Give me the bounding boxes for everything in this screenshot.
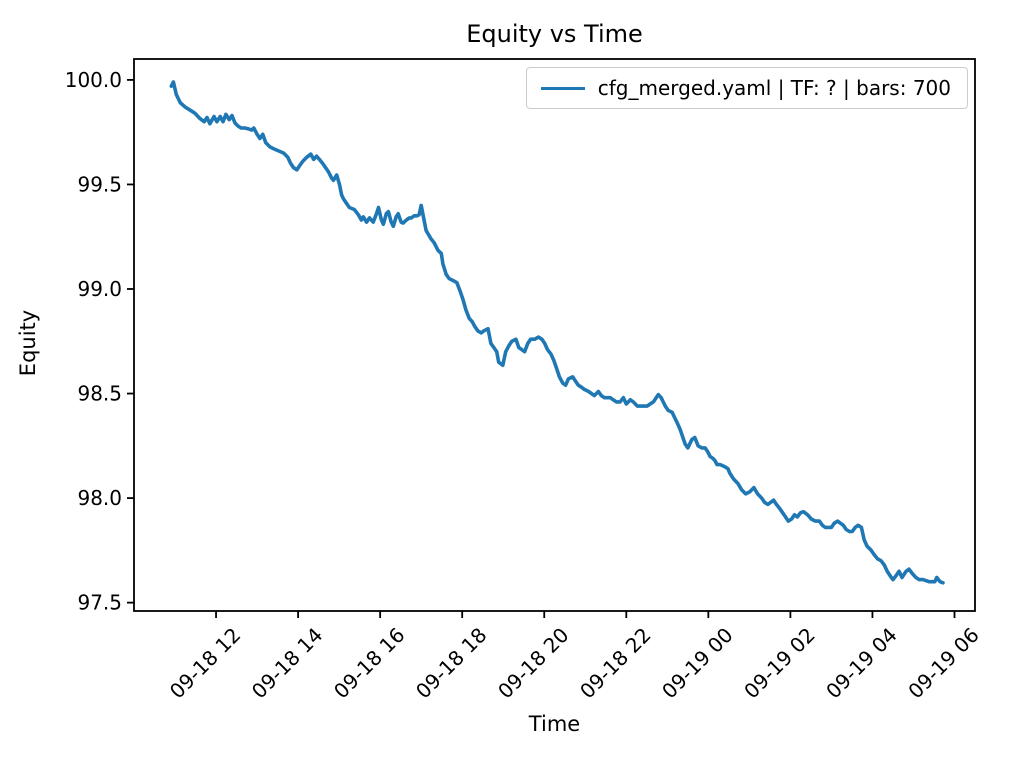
legend-line-sample bbox=[540, 86, 585, 90]
legend: cfg_merged.yaml | TF: ? | bars: 700 bbox=[525, 67, 968, 109]
x-tick-label: 09-18 22 bbox=[575, 623, 656, 704]
x-axis-label: Time bbox=[528, 712, 581, 736]
x-tick-label: 09-19 06 bbox=[903, 623, 984, 704]
x-tick-label: 09-18 20 bbox=[493, 623, 574, 704]
axes-frame bbox=[133, 58, 976, 612]
x-tick-label: 09-18 12 bbox=[165, 623, 246, 704]
y-tick-label: 99.5 bbox=[77, 172, 122, 196]
x-tick-label: 09-19 00 bbox=[657, 623, 738, 704]
legend-label: cfg_merged.yaml | TF: ? | bars: 700 bbox=[597, 76, 951, 100]
x-tick-label: 09-18 16 bbox=[329, 623, 410, 704]
y-tick-label: 97.5 bbox=[77, 591, 122, 615]
x-tick-label: 09-18 14 bbox=[247, 623, 328, 704]
y-tick-label: 98.0 bbox=[77, 486, 122, 510]
x-tick-label: 09-19 04 bbox=[821, 623, 902, 704]
y-tick-label: 99.0 bbox=[77, 277, 122, 301]
x-tick-label: 09-18 18 bbox=[411, 623, 492, 704]
equity-line bbox=[169, 80, 945, 585]
y-axis-label: Equity bbox=[16, 309, 40, 377]
y-tick-label: 100.0 bbox=[65, 68, 122, 92]
chart-title: Equity vs Time bbox=[466, 20, 643, 48]
x-tick-label: 09-19 02 bbox=[739, 623, 820, 704]
y-tick-label: 98.5 bbox=[77, 382, 122, 406]
